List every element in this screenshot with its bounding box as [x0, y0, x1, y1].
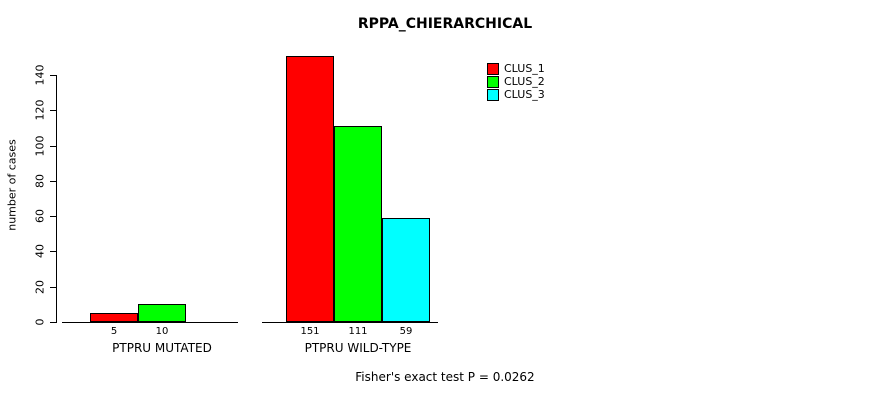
x-group-label: PTPRU MUTATED: [112, 341, 212, 355]
y-tick-label: 140: [33, 64, 47, 86]
y-tick-label: 120: [33, 99, 47, 121]
legend-swatch: [487, 62, 499, 75]
bar-clus_1: [90, 313, 138, 322]
x-group-label: PTPRU WILD-TYPE: [304, 341, 412, 355]
legend-swatch: [487, 75, 499, 88]
legend-label: CLUS_1: [504, 62, 545, 75]
y-tick: [50, 322, 56, 323]
legend-label: CLUS_2: [504, 75, 545, 88]
y-tick-label: 80: [33, 173, 47, 188]
bar-value-label: 111: [348, 326, 368, 337]
y-tick: [50, 145, 56, 147]
legend: CLUS_1 CLUS_2 CLUS_3: [487, 62, 545, 101]
y-tick: [50, 286, 56, 288]
y-tick-label: 0: [33, 318, 47, 326]
y-tick: [50, 251, 56, 253]
bar-clus_3: [382, 217, 430, 322]
bar-value-label: 151: [300, 326, 320, 337]
y-tick-label: 20: [33, 279, 47, 294]
y-tick-label: 100: [33, 135, 47, 157]
y-axis-line: [56, 75, 57, 323]
y-tick: [50, 216, 56, 218]
y-tick: [50, 180, 56, 182]
x-baseline: [62, 322, 238, 323]
bar-clus_2: [334, 126, 382, 322]
legend-item: CLUS_2: [487, 75, 545, 88]
legend-item: CLUS_3: [487, 88, 545, 101]
legend-swatch: [487, 88, 499, 101]
bar-clus_2: [138, 304, 186, 322]
y-axis-label: number of cases: [5, 139, 19, 231]
legend-item: CLUS_1: [487, 62, 545, 75]
bar-clus_1: [286, 55, 334, 322]
x-baseline: [262, 322, 438, 323]
y-tick: [50, 110, 56, 112]
y-tick-label: 40: [33, 244, 47, 259]
y-tick-label: 60: [33, 209, 47, 224]
bar-value-label: 59: [399, 326, 413, 337]
legend-label: CLUS_3: [504, 88, 545, 101]
chart-title: RPPA_CHIERARCHICAL: [357, 16, 533, 32]
y-tick: [50, 75, 56, 76]
bar-value-label: 10: [155, 326, 169, 337]
bar-value-label: 5: [110, 326, 118, 337]
stat-annotation: Fisher's exact test P = 0.0262: [355, 370, 535, 384]
